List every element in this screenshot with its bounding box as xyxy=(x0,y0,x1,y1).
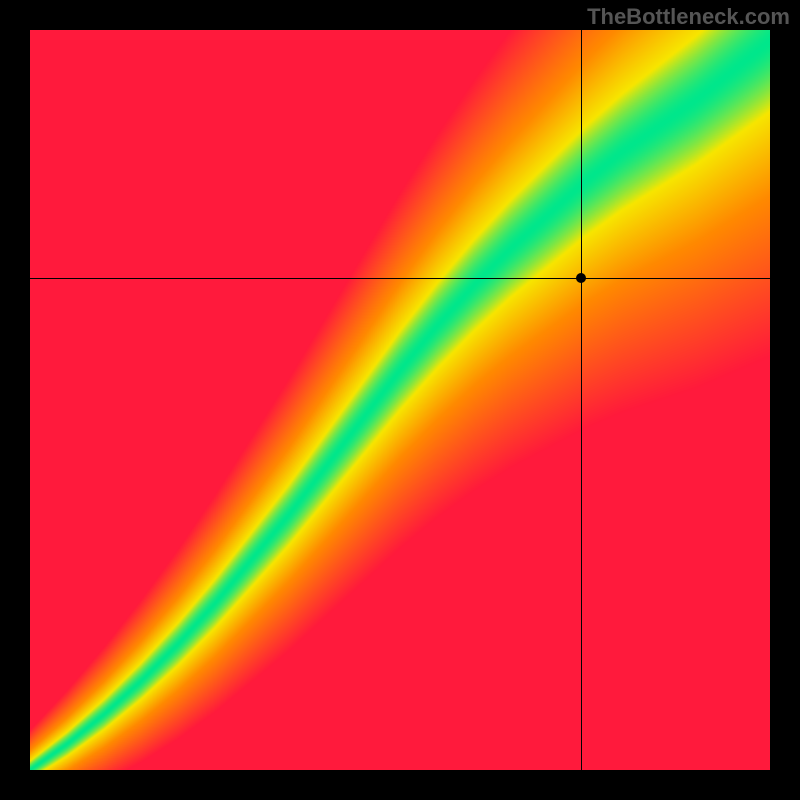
heatmap-canvas xyxy=(30,30,770,770)
plot-area xyxy=(30,30,770,770)
crosshair-horizontal xyxy=(30,278,770,279)
chart-container: TheBottleneck.com xyxy=(0,0,800,800)
crosshair-vertical xyxy=(581,30,582,770)
watermark-text: TheBottleneck.com xyxy=(587,4,790,30)
marker-dot xyxy=(576,273,586,283)
